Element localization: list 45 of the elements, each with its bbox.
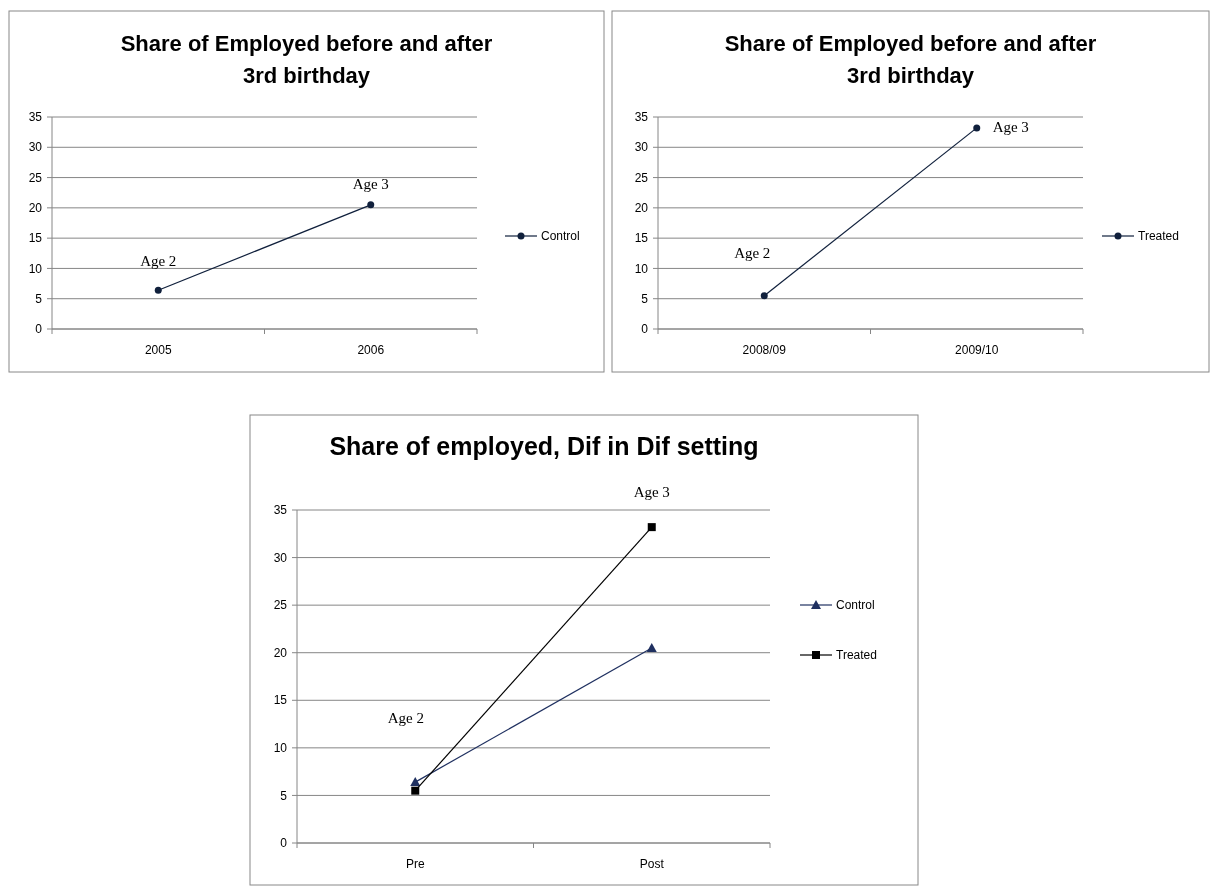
y-tick-label: 25 — [28, 170, 43, 185]
y-tick-label: 15 — [273, 693, 288, 708]
annotation: Age 2 — [140, 253, 177, 270]
y-tick-label: 0 — [35, 322, 43, 337]
y-tick-label: 10 — [273, 741, 288, 756]
chart-title: Share of Employed before and after 3rd birthday — [724, 31, 1097, 88]
x-tick-label: 2005 — [144, 343, 172, 357]
y-tick-label: 20 — [273, 645, 288, 660]
y-tick-label: 15 — [28, 231, 43, 246]
y-tick-label: 30 — [634, 140, 649, 155]
y-tick-label: 35 — [634, 110, 649, 125]
y-tick-label: 5 — [641, 291, 649, 306]
annotation: Age 2 — [387, 710, 424, 727]
chart-title: Share of Employed before and after 3rd birthday — [120, 31, 493, 88]
x-tick-label: 2009/10 — [955, 343, 999, 357]
y-tick-label: 0 — [641, 322, 649, 337]
annotation: Age 2 — [734, 244, 771, 261]
y-tick-label: 20 — [634, 201, 649, 216]
y-tick-label: 10 — [28, 261, 43, 276]
chart-title: Share of employed, Dif in Dif setting — [329, 432, 759, 460]
point — [647, 523, 656, 532]
y-tick-label: 20 — [28, 201, 43, 216]
x-tick-label: 2008/09 — [742, 343, 787, 357]
y-tick-label: 5 — [280, 788, 288, 803]
annotation: Age 3 — [633, 484, 670, 501]
y-tick-label: 10 — [634, 261, 649, 276]
y-tick-label: 0 — [280, 836, 288, 851]
legend-label: Treated — [1138, 229, 1179, 244]
legend-label: Treated — [836, 648, 877, 663]
y-tick-label: 35 — [28, 110, 43, 125]
annotation: Age 3 — [352, 175, 389, 192]
x-tick-label: 2006 — [357, 343, 385, 357]
y-tick-label: 30 — [28, 140, 43, 155]
x-tick-label: Post — [639, 857, 665, 871]
y-tick-label: 15 — [634, 231, 649, 246]
y-tick-label: 5 — [35, 291, 43, 306]
point — [411, 786, 420, 795]
y-tick-label: 25 — [273, 598, 288, 613]
y-tick-label: 25 — [634, 170, 649, 185]
y-tick-label: 35 — [273, 503, 288, 518]
legend-label: Control — [836, 598, 875, 613]
x-tick-label: Pre — [405, 857, 425, 871]
y-tick-label: 30 — [273, 550, 288, 565]
legend-label: Control — [541, 229, 580, 244]
annotation: Age 3 — [992, 118, 1029, 135]
